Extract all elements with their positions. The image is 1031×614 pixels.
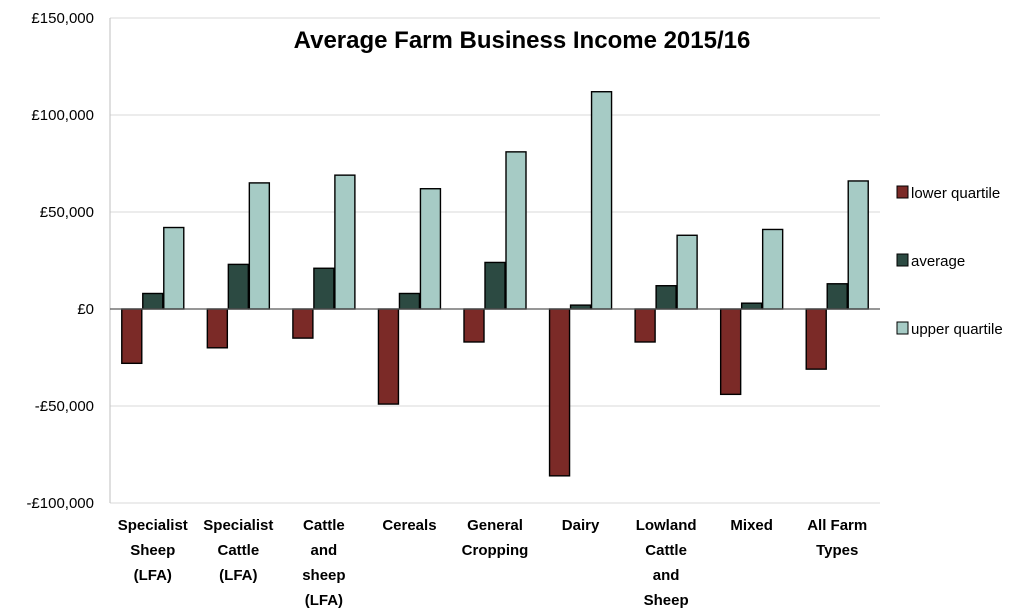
x-category-label-line: (LFA) (219, 567, 257, 584)
bar-lower-quartile-1 (206, 308, 229, 349)
y-tick-label: £100,000 (31, 107, 94, 124)
x-category-label-line: Cattle (645, 542, 687, 559)
bar-average-6 (655, 285, 677, 310)
x-category-label: Specialist Sheep (LFA) (118, 517, 188, 584)
legend-swatch (896, 321, 909, 335)
axes (109, 18, 880, 503)
legend-item: upper quartile (896, 321, 1003, 338)
chart-title: Average Farm Business Income 2015/16 (294, 27, 751, 54)
bars (121, 91, 869, 477)
bar-average-1 (227, 263, 250, 310)
bar-average-0 (142, 292, 164, 310)
x-category-label: All Farm Types (807, 517, 867, 559)
bar-lower-quartile-8 (805, 308, 827, 370)
x-category-label-line: Lowland (636, 517, 697, 534)
legend-label: upper quartile (911, 321, 1003, 338)
bar-upper-quartile-0 (163, 226, 185, 310)
y-tick-label: -£50,000 (35, 398, 94, 415)
x-axis-labels: Specialist Sheep (LFA) Specialist Cattle (LFA… (118, 517, 867, 609)
bar-lower-quartile-0 (121, 308, 143, 365)
x-category-label-line: All Farm (807, 517, 867, 534)
legend-label: average (911, 253, 965, 270)
x-category-label-line: Sheep (130, 542, 175, 559)
x-category-label-line: General (467, 517, 523, 534)
bar-upper-quartile-1 (248, 182, 271, 310)
bar-average-4 (484, 261, 506, 310)
x-category-label-line: Cereals (382, 517, 436, 534)
bar-lower-quartile-6 (634, 308, 656, 343)
x-category-label-line: Dairy (562, 517, 600, 534)
bar-upper-quartile-2 (334, 174, 356, 310)
x-category-label: Mixed (730, 517, 773, 534)
x-category-label-line: Cropping (462, 542, 529, 559)
x-category-label: Lowland Cattle and Sheep (636, 517, 697, 609)
legend: lower quartile average upper quartile (896, 185, 1003, 338)
x-category-label: General Cropping (462, 517, 529, 559)
bar-upper-quartile-5 (590, 91, 613, 310)
x-category-label-line: sheep (302, 567, 345, 584)
bar-lower-quartile-5 (548, 308, 571, 477)
x-category-label: Dairy (562, 517, 600, 534)
bar-average-2 (313, 267, 335, 310)
x-category-label: Cattle and sheep (LFA) (302, 517, 345, 609)
y-tick-label: £0 (77, 301, 94, 318)
legend-item: lower quartile (896, 185, 1000, 202)
x-category-label-line: and (653, 567, 680, 584)
legend-item: average (896, 253, 965, 270)
x-category-label-line: Mixed (730, 517, 773, 534)
bar-average-8 (826, 283, 848, 310)
x-category-label-line: Specialist (118, 517, 188, 534)
legend-label: lower quartile (911, 185, 1000, 202)
x-category-label-line: Sheep (644, 592, 689, 609)
bar-lower-quartile-3 (377, 308, 400, 405)
x-category-label: Specialist Cattle (LFA) (203, 517, 273, 584)
bar-upper-quartile-8 (847, 180, 869, 310)
bar-lower-quartile-2 (292, 308, 314, 339)
bar-average-3 (398, 292, 421, 310)
x-category-label-line: Types (816, 542, 858, 559)
bar-upper-quartile-3 (419, 188, 442, 310)
x-category-label-line: (LFA) (305, 592, 343, 609)
x-category-label-line: and (311, 542, 338, 559)
bar-average-7 (740, 302, 763, 310)
legend-swatch (896, 185, 909, 199)
bar-upper-quartile-4 (505, 151, 527, 310)
x-category-label-line: Specialist (203, 517, 273, 534)
x-category-label-line: Cattle (303, 517, 345, 534)
y-tick-label: -£100,000 (26, 495, 94, 512)
x-category-label-line: (LFA) (134, 567, 172, 584)
bar-upper-quartile-7 (761, 228, 784, 310)
legend-swatch (896, 253, 909, 267)
y-axis-ticks: £150,000 £100,000 £50,000 £0 -£50,000 -£100,0… (26, 10, 94, 512)
x-category-label: Cereals (382, 517, 436, 534)
y-tick-label: £50,000 (40, 204, 94, 221)
bar-upper-quartile-6 (676, 234, 698, 310)
bar-lower-quartile-7 (719, 308, 742, 396)
y-tick-label: £150,000 (31, 10, 94, 27)
bar-lower-quartile-4 (463, 308, 485, 343)
x-category-label-line: Cattle (217, 542, 259, 559)
